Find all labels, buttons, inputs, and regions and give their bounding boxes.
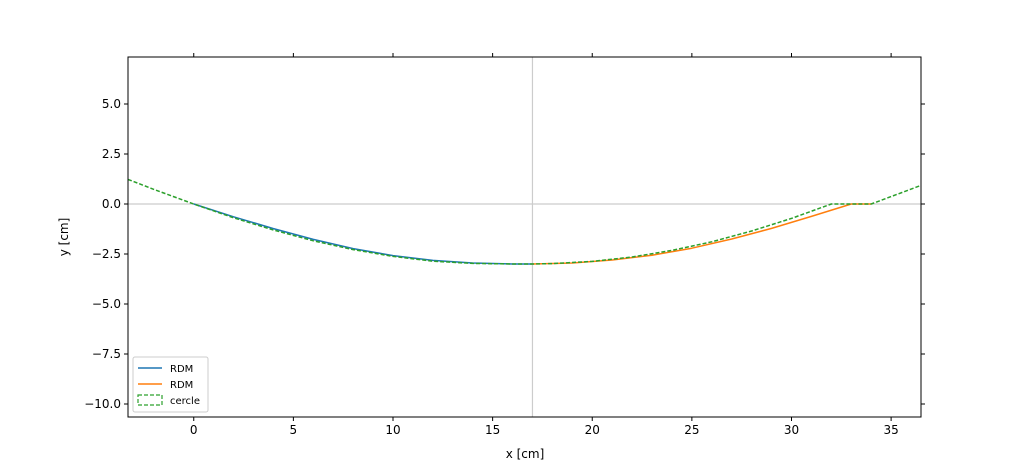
x-tick-label: 10 bbox=[385, 423, 400, 437]
y-tick-label: 5.0 bbox=[102, 97, 121, 111]
y-axis-label: y [cm] bbox=[57, 218, 71, 257]
reference-lines bbox=[128, 57, 921, 417]
series-line-cercle-3 bbox=[128, 178, 921, 265]
x-tick-label: 0 bbox=[190, 423, 198, 437]
legend: RDM RDM cercle bbox=[132, 356, 209, 413]
x-tick-label: 15 bbox=[485, 423, 500, 437]
y-tick-label: −10.0 bbox=[84, 397, 121, 411]
plot-border bbox=[127, 56, 922, 418]
plot-frame bbox=[127, 56, 922, 418]
series-line-rdm-2 bbox=[532, 203, 872, 265]
legend-swatch-cercle bbox=[137, 394, 163, 406]
y-tick-label: −2.5 bbox=[92, 247, 121, 261]
legend-label-cercle: cercle bbox=[170, 396, 200, 407]
x-tick-label: 25 bbox=[684, 423, 699, 437]
series-line-rdm-1 bbox=[193, 203, 533, 265]
y-tick-label: −7.5 bbox=[92, 347, 121, 361]
x-axis-label: x [cm] bbox=[506, 447, 545, 461]
x-tick-label: 5 bbox=[290, 423, 298, 437]
legend-label-rdm-2: RDM bbox=[170, 380, 193, 391]
y-tick-label: 0.0 bbox=[102, 197, 121, 211]
series-lines bbox=[128, 178, 921, 265]
axis-ticks: 0 5 10 15 20 25 30 35 5.0 2.5 0.0 −2.5 −5.0 −7.5 −10.0 bbox=[84, 53, 925, 437]
x-tick-label: 35 bbox=[883, 423, 898, 437]
legend-box bbox=[132, 356, 209, 413]
x-tick-label: 30 bbox=[784, 423, 799, 437]
legend-label-rdm-1: RDM bbox=[170, 364, 193, 375]
y-tick-label: 2.5 bbox=[102, 147, 121, 161]
y-tick-label: −5.0 bbox=[92, 297, 121, 311]
x-tick-label: 20 bbox=[585, 423, 600, 437]
